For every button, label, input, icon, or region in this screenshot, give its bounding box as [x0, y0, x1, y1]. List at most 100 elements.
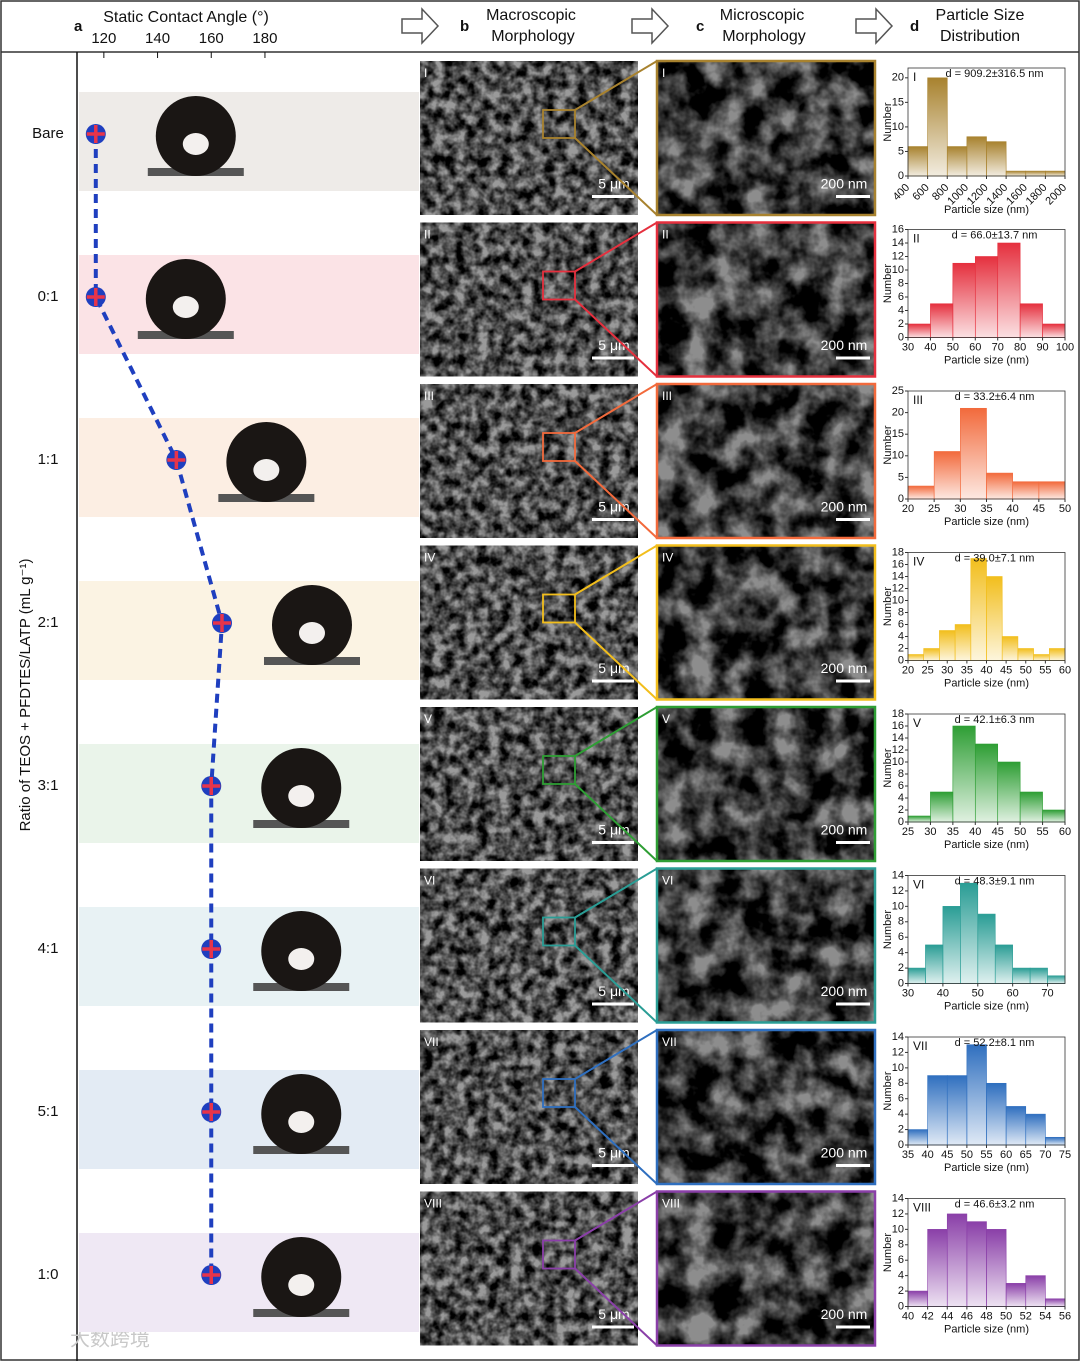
scale-bar: [836, 195, 870, 198]
hist-bar: [925, 944, 944, 984]
x-tick-label: 60: [1059, 826, 1071, 838]
band: [79, 255, 419, 354]
y-tick-label: 20: [892, 72, 904, 84]
hist-bar: [933, 451, 961, 500]
hist-title: d = 46.6±3.2 nm: [955, 1198, 1035, 1210]
y-tick-label: 12: [892, 1208, 904, 1220]
hist-bar: [960, 882, 979, 984]
hist-bar: [1019, 303, 1043, 338]
x-tick-label: 55: [1036, 826, 1048, 838]
hist-bar: [1045, 1298, 1066, 1307]
contact-angle-line: [93, 134, 225, 1275]
hist-bar: [1005, 1283, 1027, 1307]
zoom-lines: [574, 60, 658, 216]
scale-bar: [836, 518, 870, 521]
hist-bar: [952, 725, 976, 823]
x-tick-label: 50: [1000, 1310, 1012, 1322]
zoom-lines: [574, 867, 658, 1024]
scale-label: 200 nm: [821, 660, 868, 676]
sem-macro: [420, 1030, 638, 1184]
y-axis-label: Number: [882, 264, 894, 303]
y-tick-label: 4: [898, 1270, 904, 1282]
x-tick-label: 30: [902, 341, 914, 353]
row-label: IV: [662, 551, 673, 565]
sem-micro: [657, 707, 875, 861]
x-tick-label: 45: [941, 1149, 953, 1161]
x-tick-label: 45: [992, 826, 1004, 838]
hist-bar: [1047, 975, 1066, 984]
y-tick-label: 2: [898, 962, 904, 974]
data-point: [201, 1102, 222, 1122]
hist-title: d = 48.3±9.1 nm: [955, 875, 1035, 887]
x-tick-label: 400: [891, 182, 912, 203]
y-tick-label: 4: [898, 947, 904, 959]
x-tick-label: 45: [1033, 503, 1045, 515]
panel-title: Morphology: [722, 28, 806, 45]
y-tick-label: 15: [892, 428, 904, 440]
row-label: VIII: [424, 1197, 442, 1211]
data-point: [201, 939, 222, 959]
y-axis-label: Number: [882, 910, 894, 949]
y-tick-label: 14: [892, 237, 904, 249]
y-tick-label: 0: [898, 170, 904, 182]
hist-bar: [997, 242, 1021, 338]
y-tick-label: 6: [898, 931, 904, 943]
hist-bar: [1042, 809, 1066, 823]
x-tick-label: 30: [902, 987, 914, 999]
droplet: [218, 422, 315, 502]
scale-bar: [592, 1164, 634, 1167]
scale-label: 200 nm: [821, 983, 868, 999]
zoom-box: [542, 916, 576, 947]
x-tick-label: 20: [902, 664, 914, 676]
x-tick-label: 60: [969, 341, 981, 353]
hist-bar: [927, 1229, 948, 1307]
category-label: 0:1: [38, 288, 59, 305]
y-tick-label: 10: [892, 756, 904, 768]
hist-bar: [974, 256, 999, 338]
row-label: I: [662, 66, 665, 80]
hist-bar: [907, 815, 931, 823]
row-label: IV: [424, 551, 435, 565]
x-tick-label: 35: [980, 503, 992, 515]
band: [79, 744, 419, 843]
hist-bar: [907, 1290, 928, 1307]
y-tick-label: 4: [898, 304, 904, 316]
sem-micro: [657, 61, 875, 215]
y-tick-label: 6: [898, 291, 904, 303]
zoom-lines: [574, 383, 658, 539]
x-tick-label: 40: [969, 826, 981, 838]
hist-bar: [946, 1213, 968, 1307]
hist-bar: [960, 407, 987, 500]
sem-micro: [657, 1030, 875, 1184]
row-label: III: [913, 393, 923, 407]
x-tick-label: 70: [1041, 987, 1053, 999]
x-tick-label: 50: [1059, 503, 1071, 515]
y-axis-label: Ratio of TEOS + PFDTES/LATP (mL g⁻¹): [17, 559, 34, 832]
drop-highlight: [288, 1111, 315, 1133]
y-tick-label: 6: [898, 780, 904, 792]
row-label: III: [424, 389, 434, 403]
y-tick-label: 18: [892, 708, 904, 720]
y-tick-label: 6: [898, 1093, 904, 1105]
drop-highlight: [288, 1274, 315, 1296]
panel-title: Morphology: [491, 28, 575, 45]
x-axis-label: Particle size (nm): [944, 1323, 1029, 1335]
scale-label: 5 μm: [598, 1306, 629, 1322]
hist-bar: [946, 146, 968, 177]
y-tick-label: 16: [892, 558, 904, 570]
hist-bar: [966, 136, 987, 177]
hist-title: d = 909.2±316.5 nm: [945, 68, 1043, 80]
y-tick-label: 2: [898, 1285, 904, 1297]
x-tick-label: 52: [1020, 1310, 1032, 1322]
scale-bar: [592, 195, 634, 198]
marker-cross: [86, 288, 105, 306]
micro-frame: [655, 221, 877, 378]
marker-cross: [202, 1266, 221, 1284]
x-tick-label: 140: [145, 30, 170, 47]
x-tick-label: 100: [1056, 341, 1074, 353]
plot-frame: [907, 875, 1066, 984]
y-tick-label: 0: [898, 331, 904, 343]
y-tick-label: 2: [898, 642, 904, 654]
hist-bar: [966, 1221, 987, 1307]
hist-bar: [1038, 481, 1066, 500]
